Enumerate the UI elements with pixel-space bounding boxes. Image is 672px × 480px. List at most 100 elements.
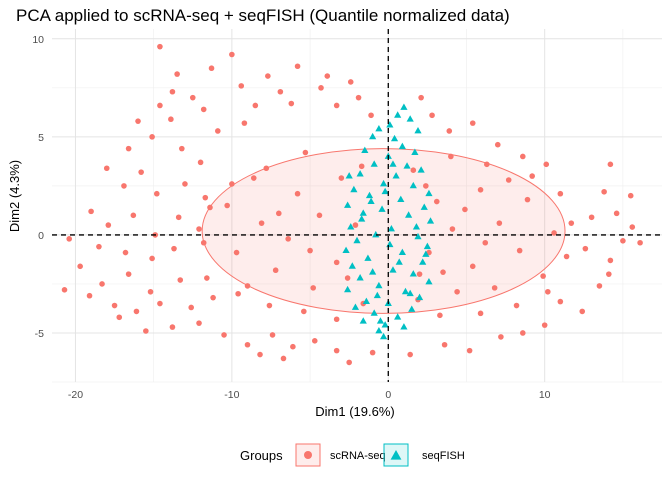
scrna-seq-point [441,341,448,348]
scrna-seq-point [105,222,112,228]
seqfish-point [394,313,402,320]
seqfish-point [348,262,356,269]
seqfish-point [423,242,431,250]
scrna-seq-point [448,153,454,160]
scrna-seq-point [568,220,575,226]
scrna-seq-point [111,302,118,309]
y-tick-label: 10 [32,34,44,46]
seqfish-point [362,297,370,304]
seqfish-point [400,103,408,110]
scrna-seq-point [513,302,520,309]
scrna-seq-point [200,106,207,113]
scrna-seq-point [125,145,132,152]
scrna-seq-point [607,161,614,168]
seqfish-point [414,232,422,240]
scrna-seq-point [210,294,216,301]
scrna-seq-point [498,334,504,340]
scrna-seq-point [311,338,318,344]
scrna-seq-legend-label: scRNA-seq [330,450,386,462]
scrna-seq-legend-marker [304,451,312,459]
scrna-seq-point [529,173,535,179]
scrna-seq-point [61,287,68,293]
scrna-seq-point [96,243,102,250]
seqfish-point [364,254,372,261]
scrna-seq-point [174,71,180,77]
seqfish-legend-marker [390,450,402,460]
legend-title: Groups [240,448,283,463]
confidence-ellipse [201,148,566,314]
scrna-seq-point [272,267,279,274]
scrna-seq-point [122,249,129,256]
seqfish-point [389,266,397,273]
scrna-seq-point [290,343,296,350]
seqfish-point [379,179,388,187]
scrna-seq-point [233,249,240,256]
scrna-seq-point [196,320,202,326]
y-axis-title: Dim2 (4.3%) [7,160,22,232]
reference-lines [52,29,662,382]
scrna-seq-point [545,288,551,295]
seqfish-point [370,160,378,167]
seqfish-point [406,115,414,122]
scrna-seq-point [149,134,155,140]
plot-panel [52,29,662,383]
scrna-seq-point [208,65,215,72]
scrna-seq-point [138,169,144,175]
scrna-seq-point [466,347,473,354]
scrna-seq-point [627,192,634,199]
scrna-seq-point [235,290,241,297]
scrna-seq-point [423,183,429,189]
seqfish-point [398,142,406,150]
seqfish-point [425,277,433,285]
scrna-seq-point [153,190,160,197]
x-tick-label: -10 [224,389,239,401]
seqfish-point [406,289,414,297]
scrna-seq-point [437,312,443,319]
seqfish-point [359,317,367,324]
scrna-seq-point [275,210,282,217]
seqfish-point [387,225,396,232]
scrna-seq-point [344,275,351,281]
x-tick-label: 0 [385,389,391,401]
seqfish-point [426,217,435,224]
scrna-seq-point [310,285,317,291]
scrna-seq-point [563,253,570,260]
scrna-seq-point [177,277,184,283]
scrna-seq-point [347,79,354,85]
scrna-seq-point [294,190,301,197]
scrna-seq-point [352,222,359,228]
scrna-seq-point [454,288,460,295]
scrna-seq-point [637,239,643,246]
scrna-seq-point [557,298,564,305]
scrna-seq-point [613,210,620,217]
scrna-seq-point [244,283,251,289]
scrna-seq-point [519,330,526,336]
scrna-seq-point [440,269,446,275]
seqfish-point [411,148,419,155]
scrna-seq-point [88,208,94,215]
scrna-seq-point [229,51,235,58]
seqfish-point [347,223,355,230]
scrna-seq-point [116,314,123,321]
seqfish-point [381,321,389,328]
scrna-seq-point [179,145,185,152]
scrna-seq-point [86,292,93,299]
scrna-seq-point [252,102,259,109]
seqfish-point [414,126,422,134]
scrna-seq-point [355,94,362,101]
seqfish-point [379,332,388,340]
scrna-seq-point [333,316,340,323]
scrna-seq-point [346,359,352,366]
seqfish-point [397,195,405,203]
scrna-seq-point [125,271,132,277]
scrna-seq-point [606,271,612,277]
scrna-seq-point [99,281,105,287]
y-tick-label: 0 [38,230,44,242]
seqfish-point [378,205,386,212]
scrna-seq-point [196,226,202,232]
scrna-seq-point [410,167,417,173]
scrna-seq-point [516,247,523,254]
scrna-seq-point [316,212,323,219]
scrna-seq-point [338,175,345,181]
seqfish-point [409,181,417,189]
